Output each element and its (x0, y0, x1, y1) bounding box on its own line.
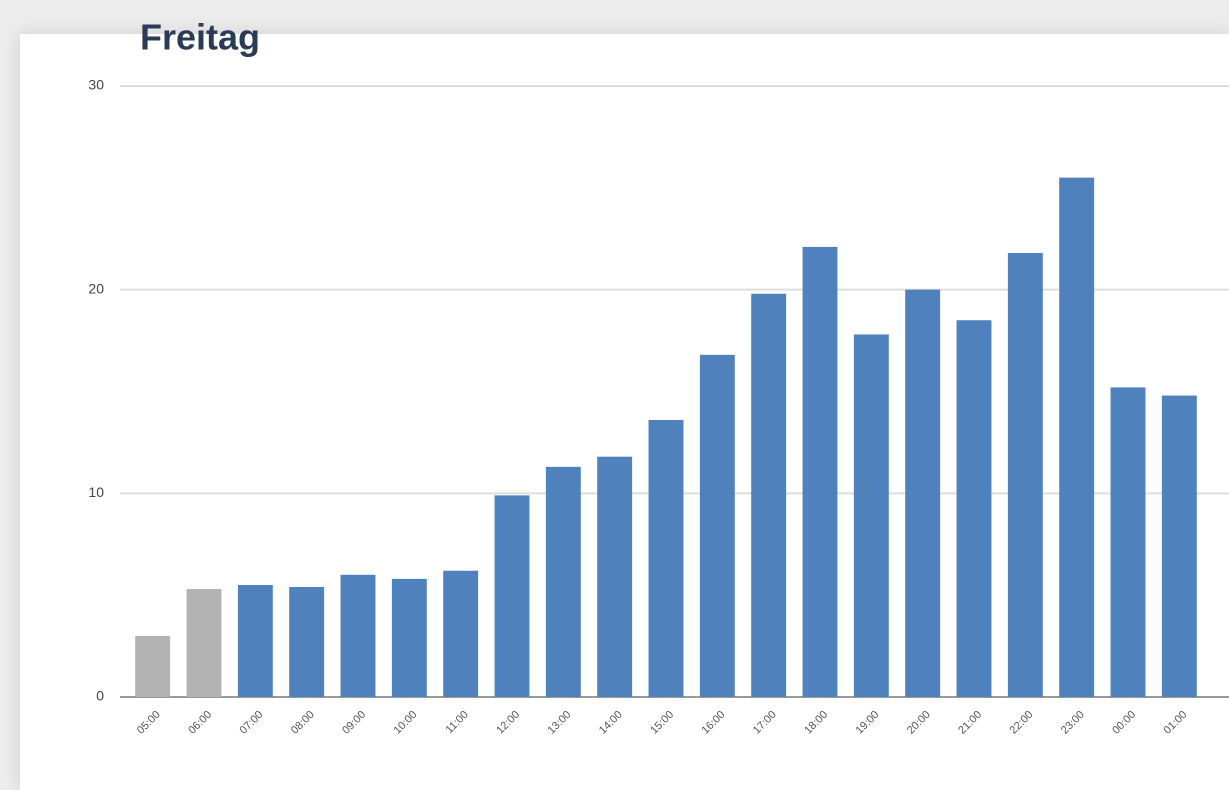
x-tick-label: 07:00 (238, 709, 266, 737)
y-tick-label: 10 (88, 484, 104, 500)
bar (648, 420, 684, 697)
x-tick-label: 11:00 (443, 709, 470, 736)
bar (545, 466, 581, 697)
bar (340, 574, 376, 697)
x-tick-label: 19:00 (854, 709, 882, 737)
bar (597, 456, 633, 697)
bar (1161, 395, 1197, 697)
y-tick-label: 0 (96, 688, 104, 704)
bar (853, 334, 889, 697)
x-tick-label: 16:00 (700, 709, 728, 737)
x-tick-label: 13:00 (546, 709, 574, 737)
bar (956, 320, 992, 697)
x-tick-label: 12:00 (494, 709, 522, 737)
bar (1059, 177, 1095, 697)
x-tick-label: 23:00 (1059, 709, 1087, 737)
x-tick-label: 10:00 (392, 709, 420, 737)
x-tick-label: 22:00 (1008, 709, 1036, 737)
x-tick-label: 06:00 (186, 709, 214, 737)
x-tick-label: 08:00 (289, 709, 317, 737)
x-tick-label: 20:00 (905, 709, 933, 737)
x-tick-label: 17:00 (751, 709, 779, 737)
chart-title: Freitag (140, 17, 260, 58)
bar (135, 635, 171, 697)
x-tick-label: 01:00 (1162, 709, 1190, 737)
bar (699, 354, 735, 697)
y-tick-label: 20 (88, 280, 104, 296)
bar (751, 293, 787, 697)
bar (186, 589, 222, 697)
x-tick-label: 21:00 (956, 709, 984, 737)
bar (1007, 253, 1043, 698)
bar (1110, 387, 1146, 697)
x-tick-label: 15:00 (648, 709, 676, 737)
bar (289, 587, 325, 697)
bar (802, 246, 838, 697)
bar (237, 584, 273, 697)
x-tick-label: 14:00 (597, 709, 625, 737)
bar (905, 289, 941, 697)
x-tick-label: 09:00 (340, 709, 368, 737)
bar (494, 495, 530, 697)
bar (391, 578, 427, 697)
bar (443, 570, 479, 697)
x-tick-label: 18:00 (802, 709, 830, 737)
x-tick-label: 00:00 (1110, 709, 1138, 737)
x-tick-label: 05:00 (135, 709, 163, 737)
y-tick-label: 30 (88, 77, 104, 93)
